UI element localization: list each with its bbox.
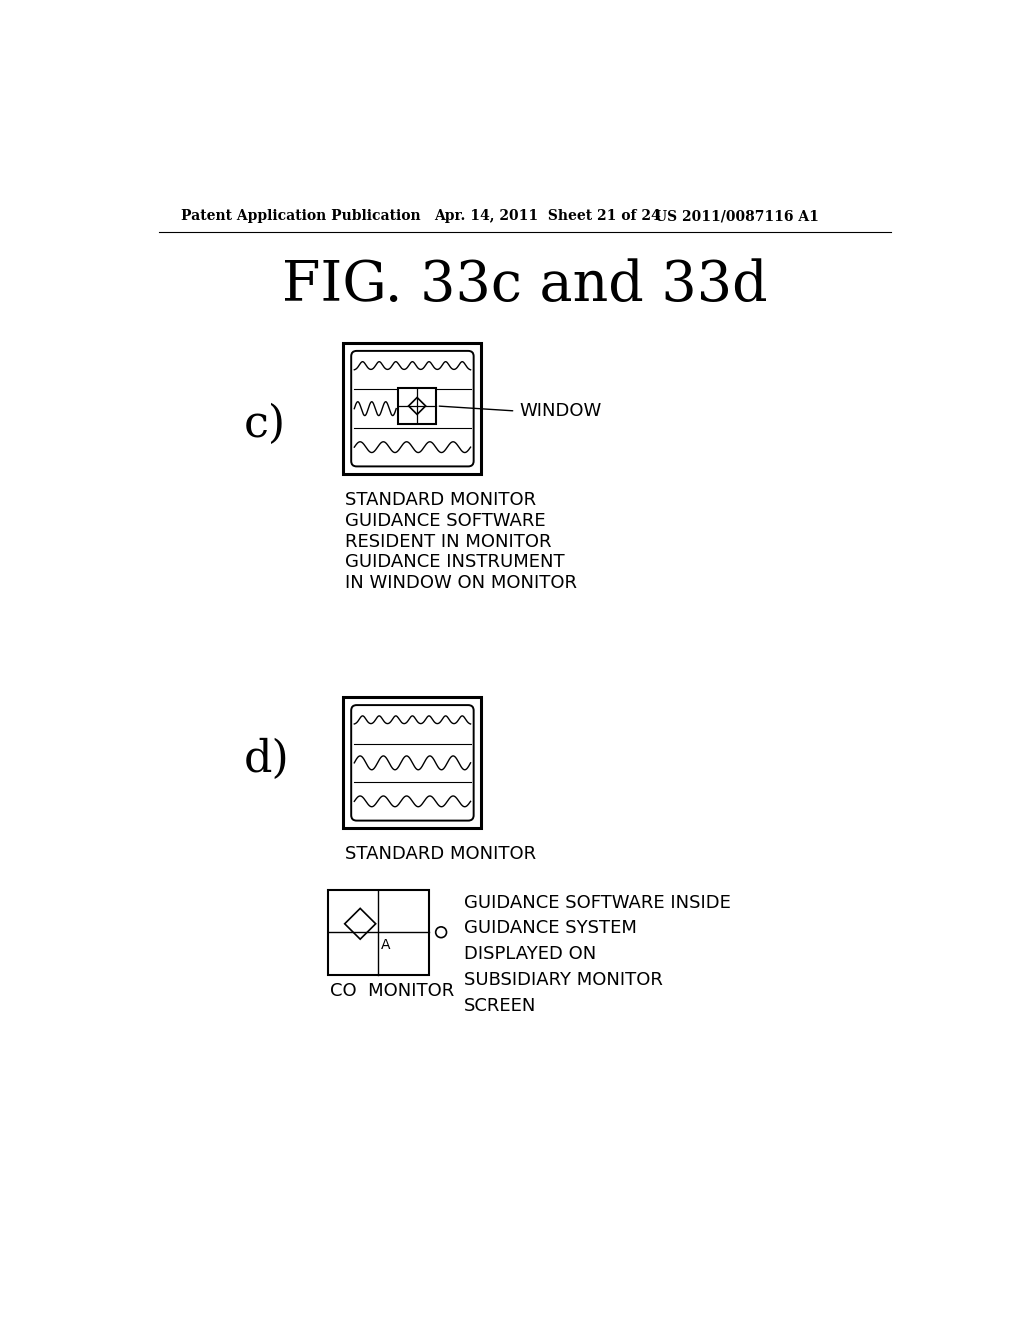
Text: FIG. 33c and 33d: FIG. 33c and 33d [282,259,768,313]
Text: c): c) [245,403,287,446]
Text: RESIDENT IN MONITOR: RESIDENT IN MONITOR [345,533,552,550]
Polygon shape [397,388,436,424]
Text: GUIDANCE SOFTWARE INSIDE
GUIDANCE SYSTEM
DISPLAYED ON
SUBSIDIARY MONITOR
SCREEN: GUIDANCE SOFTWARE INSIDE GUIDANCE SYSTEM… [464,894,730,1015]
Text: GUIDANCE INSTRUMENT: GUIDANCE INSTRUMENT [345,553,564,572]
Text: STANDARD MONITOR: STANDARD MONITOR [345,845,537,863]
Text: WINDOW: WINDOW [519,403,602,420]
Text: Apr. 14, 2011  Sheet 21 of 24: Apr. 14, 2011 Sheet 21 of 24 [434,209,660,223]
Text: Patent Application Publication: Patent Application Publication [180,209,420,223]
Text: GUIDANCE SOFTWARE: GUIDANCE SOFTWARE [345,512,546,529]
Text: IN WINDOW ON MONITOR: IN WINDOW ON MONITOR [345,574,577,593]
Text: STANDARD MONITOR: STANDARD MONITOR [345,491,537,510]
Text: US 2011/0087116 A1: US 2011/0087116 A1 [655,209,819,223]
Text: CO  MONITOR: CO MONITOR [330,982,454,1001]
Text: A: A [381,939,391,952]
Text: d): d) [245,738,290,780]
